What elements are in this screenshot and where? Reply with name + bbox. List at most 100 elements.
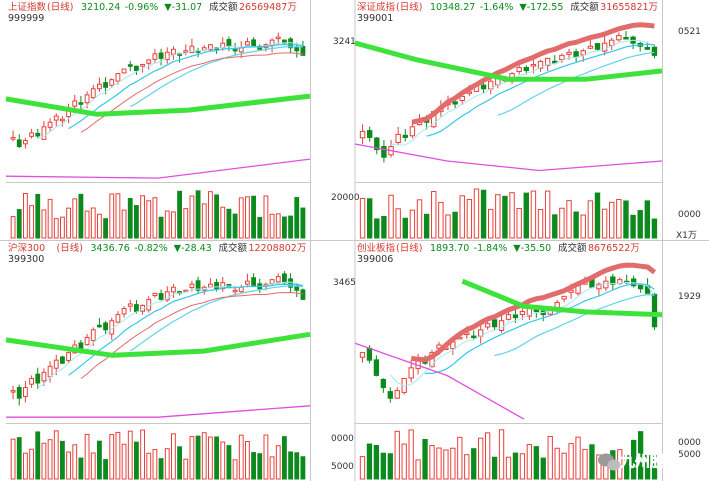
candle-body	[97, 324, 102, 328]
volume-bar	[416, 199, 423, 239]
candle-body	[84, 94, 90, 104]
volume-bar	[183, 458, 189, 480]
volume-bar	[127, 198, 133, 239]
candle-body	[269, 279, 275, 284]
candle	[47, 118, 53, 132]
candle-body	[164, 291, 170, 301]
period-label: (日线)	[396, 1, 422, 13]
volume-bar	[512, 452, 519, 480]
candle-body	[115, 73, 121, 82]
candle	[471, 330, 477, 341]
candle	[195, 276, 201, 294]
candle-body	[171, 48, 176, 55]
candle-body	[109, 79, 115, 86]
candle	[41, 368, 47, 387]
candle	[195, 47, 201, 58]
volume-bar	[589, 444, 595, 480]
volume-bar	[109, 193, 115, 239]
candle-body	[245, 41, 250, 46]
volume-bar	[484, 432, 491, 480]
volume-bar	[487, 208, 494, 239]
volume-bar	[644, 200, 651, 239]
candle	[164, 47, 170, 64]
last-price: 3436.76	[91, 243, 130, 254]
index-code: 399001	[357, 13, 393, 24]
ma5-line	[37, 281, 304, 389]
candle-body	[387, 391, 393, 399]
candle-body	[16, 387, 22, 399]
candle	[359, 124, 366, 145]
candle-body	[610, 276, 616, 285]
candle-body	[78, 102, 84, 105]
ma30-line	[80, 292, 303, 379]
ma-very-long-line	[5, 158, 311, 179]
volume-bar	[471, 448, 477, 480]
chart-panel-bottom-left: 沪深300 (日线) 3436.76 -0.82% ▼-28.43 成交额 12208802…	[5, 241, 311, 481]
candle	[491, 319, 498, 331]
volume-bar	[409, 209, 416, 239]
volume-bar	[552, 214, 558, 239]
change-value: ▼-35.50	[513, 243, 551, 254]
candle	[127, 299, 133, 312]
volume-bar	[214, 436, 219, 480]
volume-bar	[294, 197, 300, 239]
volume-bar	[359, 456, 366, 480]
candle-body	[616, 35, 622, 41]
candle-body	[158, 52, 164, 59]
candle-body	[189, 283, 195, 289]
volume-bar	[164, 210, 170, 239]
ma10-line	[68, 283, 304, 376]
last-price: 1893.70	[430, 243, 469, 254]
change-value: ▼-31.07	[164, 2, 202, 13]
volume-bar	[220, 206, 226, 239]
candle-body	[380, 378, 386, 389]
volume-bar	[559, 207, 565, 239]
volume-bar	[127, 430, 133, 480]
volume-bar	[443, 449, 449, 480]
ma-ribbon	[411, 22, 655, 125]
volume-bar	[547, 436, 553, 480]
candle-body	[559, 54, 565, 61]
candle-body	[195, 280, 201, 291]
candle	[201, 285, 207, 295]
change-percent: -1.84%	[474, 243, 508, 254]
volume-bar	[523, 192, 530, 239]
volume-bar	[624, 455, 630, 480]
candle	[596, 282, 602, 297]
volume-bar	[491, 456, 498, 480]
candle-body	[171, 286, 176, 293]
candle	[158, 289, 164, 301]
volume-bar	[140, 195, 145, 239]
candle-body	[23, 139, 28, 145]
candle-body	[587, 45, 594, 49]
volume-bar	[214, 194, 219, 239]
change-value: ▼-28.43	[174, 243, 212, 254]
candle-body	[381, 146, 387, 158]
volume-bar	[134, 205, 139, 239]
ma10-line	[68, 44, 303, 130]
candle-body	[282, 273, 287, 284]
volume-bar	[436, 447, 442, 480]
volume-bar	[171, 211, 176, 239]
volume-bar	[381, 215, 387, 239]
volume-bar	[103, 459, 108, 480]
candle-body	[183, 50, 189, 53]
ma10-line	[425, 283, 655, 374]
volume-bar	[29, 205, 34, 239]
volume-bar	[90, 452, 96, 480]
volume-bar	[269, 213, 275, 239]
candle	[251, 273, 256, 287]
ma-very-long-line	[354, 143, 663, 172]
candle	[47, 361, 53, 383]
volume-bar	[263, 195, 269, 239]
candle	[409, 120, 416, 139]
candle	[609, 37, 615, 50]
candle-body	[66, 352, 71, 362]
volume-bars	[10, 429, 306, 480]
period-label: (日线)	[47, 1, 73, 13]
candle-body	[568, 289, 574, 293]
volume-bar	[300, 456, 306, 480]
candle-body	[275, 36, 281, 40]
candle-body	[127, 303, 133, 307]
volume-bar	[402, 217, 408, 239]
